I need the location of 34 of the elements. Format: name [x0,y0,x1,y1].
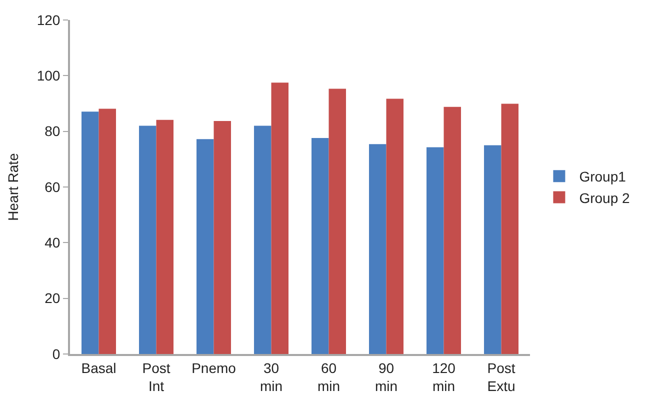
y-tick-label: 40 [44,234,60,251]
legend-label: Group 2 [579,190,630,206]
x-tick-label: 30 min [260,360,283,394]
bar [312,138,329,354]
bar [139,126,156,354]
x-tick-label: 60 min [317,360,340,394]
bar [444,106,461,354]
bar [156,120,174,354]
x-tick-label: 120 min [432,360,456,394]
y-axis-title: Heart Rate [4,152,21,221]
bar [82,112,99,354]
legend-label: Group1 [579,168,626,185]
x-tick-label: Post Int [142,360,170,394]
y-tick-label: 0 [52,346,60,362]
y-tick-label: 60 [44,178,60,195]
y-tick-label: 20 [44,290,60,306]
bar [426,147,444,354]
x-tick-label: Pnemo [192,360,236,376]
bar [254,126,272,354]
x-tick-label: Basal [81,360,116,376]
bar [501,104,518,354]
y-tick-label: 80 [44,123,60,140]
bar [484,145,502,354]
y-tick-label: 100 [36,68,60,84]
bar [98,108,116,354]
x-tick-label: Post Extu [487,360,516,394]
bar [386,98,404,354]
x-tick-label: 90 min [374,360,398,394]
bar [214,121,231,354]
bar [328,88,346,354]
bar [369,144,386,354]
bar [271,82,288,354]
bar [196,139,214,354]
y-tick-label: 120 [36,12,60,28]
